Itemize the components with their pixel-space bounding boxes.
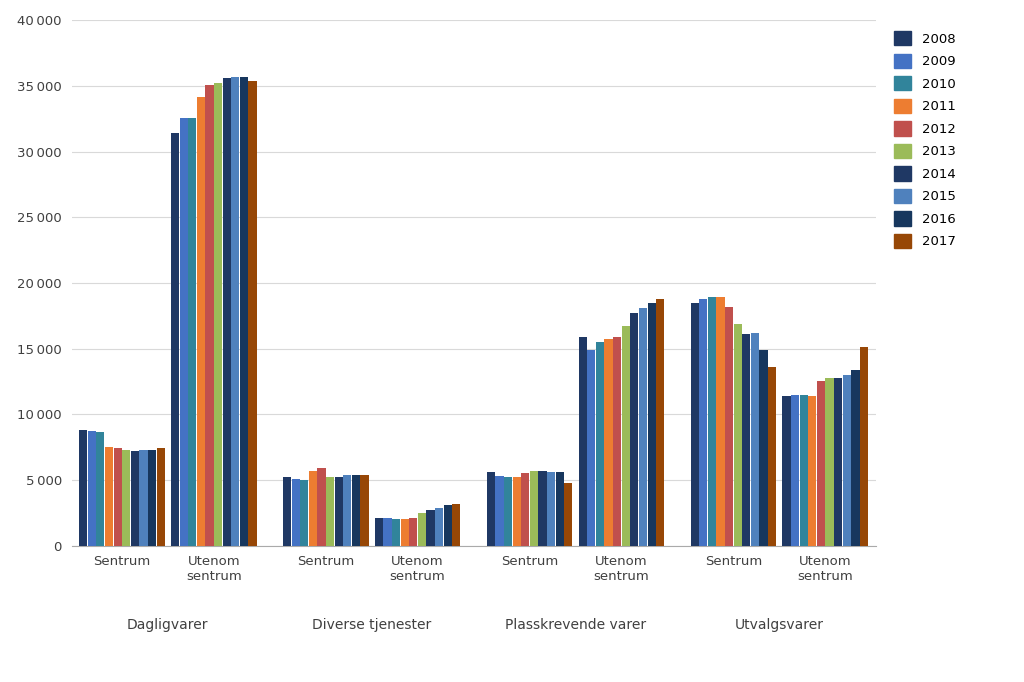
Bar bbox=[622, 327, 630, 546]
Text: Utvalgsvarer: Utvalgsvarer bbox=[735, 618, 824, 632]
Bar bbox=[604, 340, 612, 546]
Bar bbox=[179, 117, 187, 546]
Bar bbox=[579, 337, 587, 546]
Bar bbox=[197, 97, 205, 546]
Text: Dagligvarer: Dagligvarer bbox=[127, 618, 209, 632]
Bar bbox=[426, 510, 434, 546]
Text: Diverse tjenester: Diverse tjenester bbox=[312, 618, 431, 632]
Bar bbox=[631, 313, 638, 546]
Bar bbox=[214, 83, 222, 546]
Bar bbox=[410, 518, 418, 546]
Bar bbox=[139, 449, 147, 546]
Bar bbox=[292, 479, 300, 546]
Bar bbox=[587, 350, 595, 546]
Bar bbox=[529, 471, 538, 546]
Bar bbox=[725, 307, 733, 546]
Bar bbox=[231, 77, 240, 546]
Bar bbox=[817, 381, 825, 546]
Bar bbox=[383, 518, 391, 546]
Bar bbox=[453, 503, 461, 546]
Bar bbox=[768, 367, 776, 546]
Bar bbox=[79, 430, 87, 546]
Bar bbox=[122, 449, 130, 546]
Bar bbox=[782, 396, 791, 546]
Bar bbox=[435, 507, 443, 546]
Bar bbox=[486, 472, 495, 546]
Bar bbox=[400, 520, 409, 546]
Bar bbox=[131, 451, 139, 546]
Bar bbox=[647, 303, 655, 546]
Bar bbox=[760, 350, 768, 546]
Bar bbox=[96, 432, 104, 546]
Bar bbox=[352, 475, 360, 546]
Bar bbox=[843, 375, 851, 546]
Bar bbox=[717, 297, 725, 546]
Bar bbox=[249, 81, 257, 546]
Text: Plasskrevende varer: Plasskrevende varer bbox=[505, 618, 646, 632]
Bar bbox=[443, 505, 452, 546]
Bar bbox=[860, 347, 868, 546]
Bar bbox=[513, 477, 521, 546]
Bar bbox=[851, 370, 859, 546]
Bar bbox=[539, 471, 547, 546]
Bar bbox=[808, 396, 816, 546]
Bar bbox=[504, 477, 512, 546]
Bar bbox=[564, 483, 572, 546]
Bar bbox=[222, 78, 230, 546]
Bar bbox=[733, 324, 741, 546]
Bar bbox=[792, 395, 799, 546]
Bar bbox=[188, 117, 197, 546]
Bar bbox=[596, 342, 604, 546]
Bar bbox=[309, 471, 316, 546]
Bar bbox=[742, 334, 751, 546]
Bar bbox=[148, 449, 156, 546]
Bar bbox=[521, 473, 529, 546]
Bar bbox=[326, 477, 334, 546]
Bar bbox=[283, 477, 291, 546]
Bar bbox=[751, 333, 759, 546]
Bar bbox=[690, 303, 698, 546]
Bar bbox=[343, 475, 351, 546]
Bar bbox=[114, 449, 122, 546]
Bar bbox=[418, 513, 426, 546]
Bar bbox=[547, 472, 555, 546]
Bar bbox=[835, 378, 843, 546]
Bar bbox=[556, 472, 564, 546]
Bar bbox=[300, 480, 308, 546]
Bar bbox=[206, 85, 214, 546]
Legend: 2008, 2009, 2010, 2011, 2012, 2013, 2014, 2015, 2016, 2017: 2008, 2009, 2010, 2011, 2012, 2013, 2014… bbox=[890, 27, 959, 252]
Bar bbox=[240, 77, 248, 546]
Bar bbox=[613, 337, 622, 546]
Bar bbox=[104, 447, 113, 546]
Bar bbox=[825, 378, 834, 546]
Bar bbox=[392, 520, 400, 546]
Bar bbox=[800, 395, 808, 546]
Bar bbox=[639, 308, 647, 546]
Bar bbox=[157, 449, 165, 546]
Bar bbox=[360, 475, 369, 546]
Bar bbox=[335, 477, 343, 546]
Bar bbox=[496, 476, 504, 546]
Bar bbox=[88, 432, 96, 546]
Bar bbox=[656, 299, 665, 546]
Bar bbox=[708, 297, 716, 546]
Bar bbox=[375, 518, 383, 546]
Bar bbox=[317, 468, 326, 546]
Bar bbox=[171, 134, 179, 546]
Bar bbox=[699, 299, 708, 546]
